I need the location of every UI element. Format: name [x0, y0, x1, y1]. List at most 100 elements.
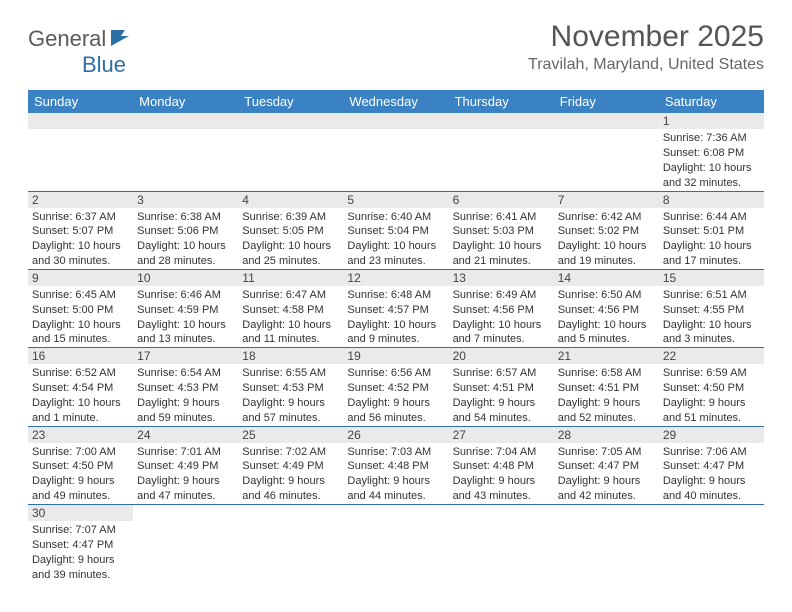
sunset-text: Sunset: 4:49 PM: [137, 459, 234, 474]
sunrise-text: Sunrise: 6:51 AM: [663, 288, 760, 303]
calendar-cell: 20Sunrise: 6:57 AMSunset: 4:51 PMDayligh…: [449, 348, 554, 426]
calendar-cell: 29Sunrise: 7:06 AMSunset: 4:47 PMDayligh…: [659, 426, 764, 504]
day-detail: Sunrise: 6:58 AMSunset: 4:51 PMDaylight:…: [554, 364, 659, 425]
sunrise-text: Sunrise: 6:55 AM: [242, 366, 339, 381]
daylight-text: Daylight: 10 hours and 9 minutes.: [347, 318, 444, 348]
daylight-text: Daylight: 10 hours and 15 minutes.: [32, 318, 129, 348]
calendar-cell: 18Sunrise: 6:55 AMSunset: 4:53 PMDayligh…: [238, 348, 343, 426]
calendar-cell: 24Sunrise: 7:01 AMSunset: 4:49 PMDayligh…: [133, 426, 238, 504]
sunset-text: Sunset: 4:49 PM: [242, 459, 339, 474]
sunset-text: Sunset: 5:04 PM: [347, 224, 444, 239]
weekday-header: Monday: [133, 90, 238, 113]
location-text: Travilah, Maryland, United States: [528, 56, 764, 74]
sunrise-text: Sunrise: 6:42 AM: [558, 210, 655, 225]
daylight-text: Daylight: 9 hours and 57 minutes.: [242, 396, 339, 426]
day-detail: Sunrise: 6:40 AMSunset: 5:04 PMDaylight:…: [343, 208, 448, 269]
calendar-cell: 30Sunrise: 7:07 AMSunset: 4:47 PMDayligh…: [28, 505, 133, 583]
sunset-text: Sunset: 4:47 PM: [32, 538, 129, 553]
day-number: [28, 113, 133, 129]
daylight-text: Daylight: 10 hours and 5 minutes.: [558, 318, 655, 348]
daylight-text: Daylight: 10 hours and 25 minutes.: [242, 239, 339, 269]
daylight-text: Daylight: 9 hours and 52 minutes.: [558, 396, 655, 426]
sunrise-text: Sunrise: 7:05 AM: [558, 445, 655, 460]
day-detail: Sunrise: 6:41 AMSunset: 5:03 PMDaylight:…: [449, 208, 554, 269]
day-detail: Sunrise: 6:54 AMSunset: 4:53 PMDaylight:…: [133, 364, 238, 425]
weekday-header: Thursday: [449, 90, 554, 113]
daylight-text: Daylight: 10 hours and 30 minutes.: [32, 239, 129, 269]
day-number: 10: [133, 270, 238, 286]
sunset-text: Sunset: 4:48 PM: [347, 459, 444, 474]
sunset-text: Sunset: 4:47 PM: [558, 459, 655, 474]
sunrise-text: Sunrise: 7:06 AM: [663, 445, 760, 460]
calendar-cell: 5Sunrise: 6:40 AMSunset: 5:04 PMDaylight…: [343, 191, 448, 269]
sunrise-text: Sunrise: 7:03 AM: [347, 445, 444, 460]
calendar-cell: 17Sunrise: 6:54 AMSunset: 4:53 PMDayligh…: [133, 348, 238, 426]
sunset-text: Sunset: 6:08 PM: [663, 146, 760, 161]
day-number: [449, 113, 554, 129]
day-number: [133, 113, 238, 129]
sunrise-text: Sunrise: 6:46 AM: [137, 288, 234, 303]
day-number: 29: [659, 427, 764, 443]
daylight-text: Daylight: 10 hours and 23 minutes.: [347, 239, 444, 269]
weekday-header: Wednesday: [343, 90, 448, 113]
weekday-header: Saturday: [659, 90, 764, 113]
day-number: 2: [28, 192, 133, 208]
calendar-cell: [449, 505, 554, 583]
calendar-cell: 14Sunrise: 6:50 AMSunset: 4:56 PMDayligh…: [554, 269, 659, 347]
calendar-cell: [238, 505, 343, 583]
day-number: 19: [343, 348, 448, 364]
calendar-cell: [28, 113, 133, 191]
calendar-cell: [554, 505, 659, 583]
sunset-text: Sunset: 4:51 PM: [558, 381, 655, 396]
daylight-text: Daylight: 9 hours and 54 minutes.: [453, 396, 550, 426]
sunset-text: Sunset: 4:53 PM: [242, 381, 339, 396]
daylight-text: Daylight: 9 hours and 59 minutes.: [137, 396, 234, 426]
calendar-cell: 21Sunrise: 6:58 AMSunset: 4:51 PMDayligh…: [554, 348, 659, 426]
calendar-cell: 9Sunrise: 6:45 AMSunset: 5:00 PMDaylight…: [28, 269, 133, 347]
calendar-cell: [238, 113, 343, 191]
weekday-header: Tuesday: [238, 90, 343, 113]
calendar-cell: 23Sunrise: 7:00 AMSunset: 4:50 PMDayligh…: [28, 426, 133, 504]
day-detail: Sunrise: 7:00 AMSunset: 4:50 PMDaylight:…: [28, 443, 133, 504]
day-number: 13: [449, 270, 554, 286]
calendar-cell: 10Sunrise: 6:46 AMSunset: 4:59 PMDayligh…: [133, 269, 238, 347]
day-detail: Sunrise: 6:52 AMSunset: 4:54 PMDaylight:…: [28, 364, 133, 425]
daylight-text: Daylight: 9 hours and 49 minutes.: [32, 474, 129, 504]
day-detail: Sunrise: 7:05 AMSunset: 4:47 PMDaylight:…: [554, 443, 659, 504]
calendar-cell: 19Sunrise: 6:56 AMSunset: 4:52 PMDayligh…: [343, 348, 448, 426]
calendar-cell: 25Sunrise: 7:02 AMSunset: 4:49 PMDayligh…: [238, 426, 343, 504]
daylight-text: Daylight: 10 hours and 1 minute.: [32, 396, 129, 426]
day-number: 24: [133, 427, 238, 443]
day-detail: Sunrise: 6:50 AMSunset: 4:56 PMDaylight:…: [554, 286, 659, 347]
day-detail: Sunrise: 6:37 AMSunset: 5:07 PMDaylight:…: [28, 208, 133, 269]
daylight-text: Daylight: 10 hours and 17 minutes.: [663, 239, 760, 269]
daylight-text: Daylight: 10 hours and 3 minutes.: [663, 318, 760, 348]
calendar-cell: [133, 113, 238, 191]
daylight-text: Daylight: 10 hours and 21 minutes.: [453, 239, 550, 269]
day-detail: Sunrise: 6:49 AMSunset: 4:56 PMDaylight:…: [449, 286, 554, 347]
sunset-text: Sunset: 4:55 PM: [663, 303, 760, 318]
day-detail: Sunrise: 6:44 AMSunset: 5:01 PMDaylight:…: [659, 208, 764, 269]
calendar-cell: 2Sunrise: 6:37 AMSunset: 5:07 PMDaylight…: [28, 191, 133, 269]
flag-icon: [111, 26, 133, 52]
sunrise-text: Sunrise: 7:00 AM: [32, 445, 129, 460]
sunset-text: Sunset: 4:50 PM: [663, 381, 760, 396]
calendar-cell: 1Sunrise: 7:36 AMSunset: 6:08 PMDaylight…: [659, 113, 764, 191]
day-number: 4: [238, 192, 343, 208]
day-number: 6: [449, 192, 554, 208]
day-number: 20: [449, 348, 554, 364]
day-detail: Sunrise: 6:57 AMSunset: 4:51 PMDaylight:…: [449, 364, 554, 425]
day-number: [554, 113, 659, 129]
sunrise-text: Sunrise: 6:38 AM: [137, 210, 234, 225]
day-number: 23: [28, 427, 133, 443]
sunrise-text: Sunrise: 6:45 AM: [32, 288, 129, 303]
sunset-text: Sunset: 4:56 PM: [558, 303, 655, 318]
daylight-text: Daylight: 10 hours and 11 minutes.: [242, 318, 339, 348]
day-number: 25: [238, 427, 343, 443]
sunset-text: Sunset: 5:01 PM: [663, 224, 760, 239]
calendar-week-row: 1Sunrise: 7:36 AMSunset: 6:08 PMDaylight…: [28, 113, 764, 191]
daylight-text: Daylight: 9 hours and 46 minutes.: [242, 474, 339, 504]
calendar-week-row: 23Sunrise: 7:00 AMSunset: 4:50 PMDayligh…: [28, 426, 764, 504]
sunset-text: Sunset: 5:03 PM: [453, 224, 550, 239]
calendar-cell: 26Sunrise: 7:03 AMSunset: 4:48 PMDayligh…: [343, 426, 448, 504]
